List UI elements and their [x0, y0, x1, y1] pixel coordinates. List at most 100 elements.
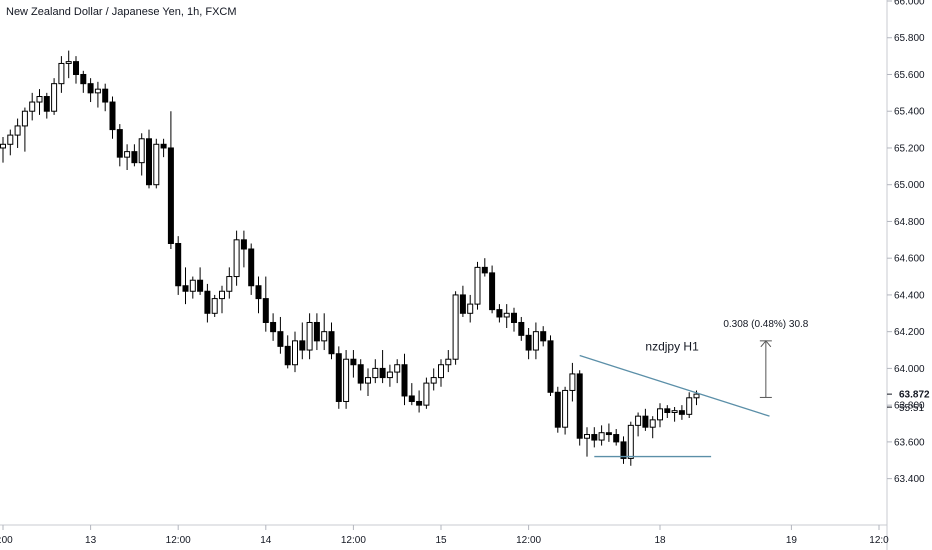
price-tick-label: 66.000: [894, 0, 925, 8]
current-price-label: 63.872: [899, 390, 930, 401]
price-tick-label: 65.600: [894, 70, 925, 81]
candle-up: [598, 432, 605, 441]
candle-down: [87, 83, 94, 94]
candle-down: [109, 101, 116, 131]
time-tick-label: 13: [85, 535, 97, 546]
price-tick-label: 64.400: [894, 290, 925, 301]
candle-down: [591, 434, 598, 441]
time-tick-label: 2:00: [0, 535, 13, 546]
candle-up: [124, 151, 131, 158]
price-tick-label: 64.000: [894, 364, 925, 375]
candle-up: [153, 143, 160, 186]
candle-down: [313, 321, 320, 342]
candle-up: [7, 134, 14, 145]
candle-up: [467, 303, 474, 314]
price-tick-label: 64.200: [894, 327, 925, 338]
measure-arrow: [760, 340, 772, 348]
candle-down: [335, 353, 342, 402]
price-tick-label: 64.600: [894, 254, 925, 265]
candle-down: [328, 331, 335, 355]
candle-up: [306, 321, 313, 351]
candle-down: [481, 266, 488, 274]
candle-down: [540, 331, 547, 342]
price-tick-label: 64.800: [894, 217, 925, 228]
price-tick-label: 65.000: [894, 180, 925, 191]
candle-down: [43, 96, 50, 112]
candle-down: [489, 272, 496, 311]
candle-up: [0, 143, 6, 149]
candle-up: [474, 266, 481, 305]
candle-up: [343, 358, 350, 402]
candle-up: [386, 371, 393, 379]
candle-down: [416, 400, 423, 406]
candle-down: [167, 147, 174, 244]
candle-up: [657, 408, 663, 421]
price-tick-label: 63.800: [894, 401, 925, 412]
price-tick-label: 63.600: [894, 437, 925, 448]
candle-down: [146, 138, 152, 186]
candle-down: [459, 294, 466, 314]
time-tick-label: 12:00: [341, 535, 366, 546]
candle-up: [233, 239, 240, 278]
candle-up: [671, 410, 678, 413]
candle-up: [693, 393, 700, 399]
time-tick-label: 18: [654, 535, 666, 546]
trendline: [579, 354, 770, 417]
candle-down: [182, 285, 189, 292]
price-axis: 66.000 65.800 65.600 65.400 65.200 65.000 64.8…: [887, 0, 925, 485]
candle-up: [503, 312, 510, 318]
candle-down: [379, 367, 386, 379]
candle-down: [678, 410, 685, 415]
candle-down: [496, 309, 503, 318]
candle-down: [408, 395, 415, 402]
candle-up: [365, 377, 371, 384]
candle-down: [248, 248, 255, 287]
countdown-label: 55:51: [899, 403, 924, 414]
price-tick-label: 65.200: [894, 143, 925, 154]
candle-up: [452, 294, 459, 360]
candle-up: [532, 331, 539, 351]
measure-readout: 0.308 (0.48%) 30.8: [723, 319, 808, 330]
candle-down: [102, 88, 109, 103]
candle-down: [576, 373, 583, 439]
candle-down: [357, 364, 364, 384]
candle-up: [226, 276, 233, 292]
candle-up: [94, 88, 101, 94]
price-tick-label: 65.400: [894, 107, 925, 118]
candle-down: [664, 408, 671, 413]
candles: [0, 50, 700, 466]
candle-down: [116, 129, 123, 158]
candle-up: [635, 415, 642, 426]
candle-up: [430, 377, 437, 384]
candle-up: [423, 382, 430, 406]
time-tick-label: 12:0: [869, 535, 889, 546]
time-tick-label: 19: [786, 535, 798, 546]
candle-down: [255, 285, 262, 300]
candle-down: [613, 434, 620, 443]
time-axis: 2:00 13 12:00 14 12:00 15 12:00 18 19 12:0: [0, 525, 889, 546]
candle-down: [277, 331, 284, 347]
candle-up: [569, 373, 576, 391]
candle-down: [131, 151, 138, 164]
candle-up: [36, 96, 43, 103]
candle-up: [29, 101, 36, 112]
candle-up: [65, 61, 72, 64]
candle-up: [438, 364, 444, 379]
candle-down: [350, 358, 357, 366]
candle-up: [686, 397, 693, 415]
candle-down: [511, 312, 517, 323]
annotations: 0.308 (0.48%) 30.8 nzdjpy H1 63.872 55:51: [579, 319, 930, 458]
time-tick-label: 15: [435, 535, 447, 546]
candle-up: [219, 290, 225, 300]
candle-down: [547, 340, 554, 393]
time-tick-label: 12:00: [516, 535, 541, 546]
candle-up: [372, 367, 379, 379]
candle-down: [525, 334, 532, 351]
chart-title: New Zealand Dollar / Japanese Yen, 1h, F…: [6, 6, 237, 18]
chart-annotation-label: nzdjpy H1: [645, 339, 699, 353]
candle-up: [51, 83, 58, 112]
candle-up: [445, 358, 452, 366]
candle-up: [189, 279, 196, 292]
candle-down: [620, 441, 627, 459]
